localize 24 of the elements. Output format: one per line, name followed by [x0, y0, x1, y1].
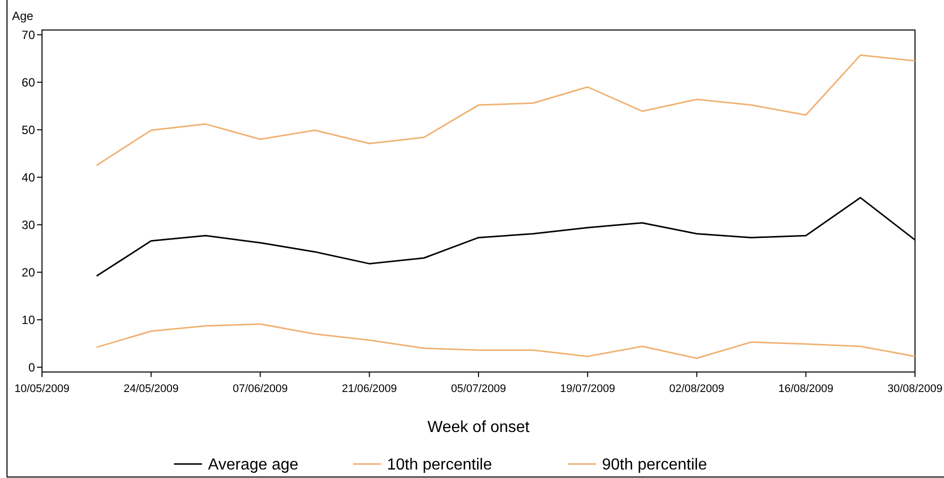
x-axis-title: Week of onset [428, 419, 530, 436]
y-tick-label: 40 [22, 170, 36, 184]
x-tick-label: 05/07/2009 [450, 383, 506, 395]
x-tick-label: 30/08/2009 [887, 383, 943, 395]
y-tick-label: 10 [22, 312, 36, 327]
legend-label: 10th percentile [387, 456, 492, 474]
y-tick-label: 60 [22, 75, 36, 90]
line-series [96, 323, 916, 359]
y-tick-label: 30 [22, 218, 36, 232]
x-tick-label: 24/05/2009 [124, 383, 179, 395]
x-tick-label: 19/07/2009 [560, 383, 616, 395]
y-tick-label: 70 [22, 28, 36, 42]
x-tick-label: 02/08/2009 [669, 383, 724, 395]
y-tick-label: 0 [28, 360, 36, 374]
legend-label: 90th percentile [602, 456, 708, 474]
x-tick-label: 16/08/2009 [778, 383, 834, 395]
line-series [96, 54, 916, 166]
y-axis-title: Age [12, 9, 34, 23]
x-tick-label: 07/06/2009 [232, 383, 288, 395]
y-tick-label: 50 [22, 122, 36, 137]
y-tick-label: 20 [22, 265, 36, 280]
x-tick-label: 21/06/2009 [342, 383, 397, 395]
x-tick-label: 10/05/2009 [14, 383, 70, 395]
legend-label: Average age [208, 456, 299, 474]
